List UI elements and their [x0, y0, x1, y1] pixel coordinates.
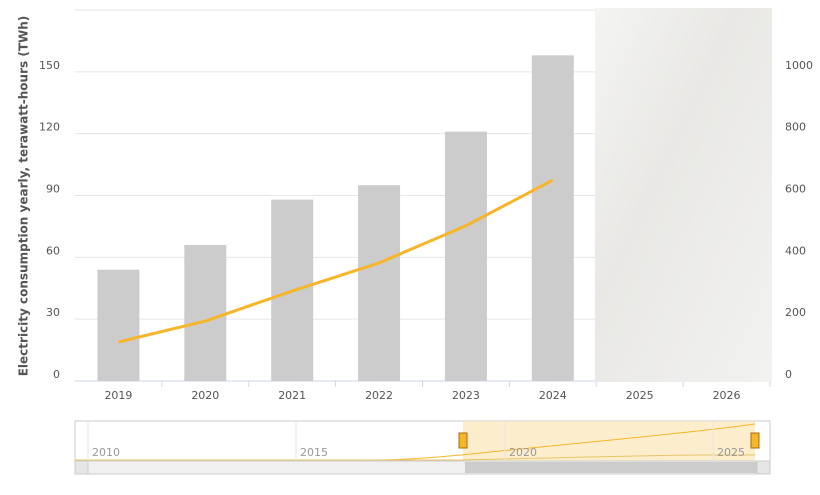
- x-tick-label: 2019: [104, 389, 132, 402]
- y2-tick-label: 800: [785, 121, 806, 134]
- y-axis-title: Electricity consumption yearly, terawatt…: [17, 16, 31, 377]
- y-tick-label: 90: [46, 183, 60, 196]
- y-tick-label: 120: [39, 121, 60, 134]
- x-tick-label: 2022: [365, 389, 393, 402]
- navigator-series: [75, 454, 755, 461]
- bar: [444, 131, 487, 381]
- navigator-label: 2015: [300, 446, 328, 459]
- navigator-label: 2010: [92, 446, 120, 459]
- y2-tick-label: 0: [785, 368, 792, 381]
- y-tick-label: 0: [53, 368, 60, 381]
- x-tick-label: 2023: [452, 389, 480, 402]
- loading-overlay: [595, 8, 772, 382]
- x-tick-label: 2020: [191, 389, 219, 402]
- bar: [358, 185, 401, 381]
- y2-tick-label: 600: [785, 183, 806, 196]
- y-tick-label: 30: [46, 306, 60, 319]
- x-tick-label: 2026: [713, 389, 741, 402]
- navigator-handle[interactable]: [458, 432, 468, 449]
- scroll-left[interactable]: [74, 460, 89, 475]
- bar: [184, 244, 227, 381]
- x-tick-label: 2024: [539, 389, 567, 402]
- bar: [97, 269, 140, 381]
- navigator-label: 2025: [717, 446, 745, 459]
- scrollbar-thumb[interactable]: [465, 462, 757, 473]
- navigator-label: 2020: [509, 446, 537, 459]
- navigator-range[interactable]: [463, 421, 755, 461]
- navigator-series: [75, 423, 756, 461]
- scroll-right[interactable]: [756, 460, 771, 475]
- y2-tick-label: 200: [785, 306, 806, 319]
- y2-tick-label: 1000: [785, 59, 813, 72]
- navigator-handle[interactable]: [750, 432, 760, 449]
- x-tick-label: 2025: [626, 389, 654, 402]
- y-tick-label: 60: [46, 244, 60, 257]
- y-tick-label: 150: [39, 59, 60, 72]
- x-tick-label: 2021: [278, 389, 306, 402]
- line: [118, 178, 554, 344]
- y2-tick-label: 400: [785, 244, 806, 257]
- bar: [531, 55, 574, 381]
